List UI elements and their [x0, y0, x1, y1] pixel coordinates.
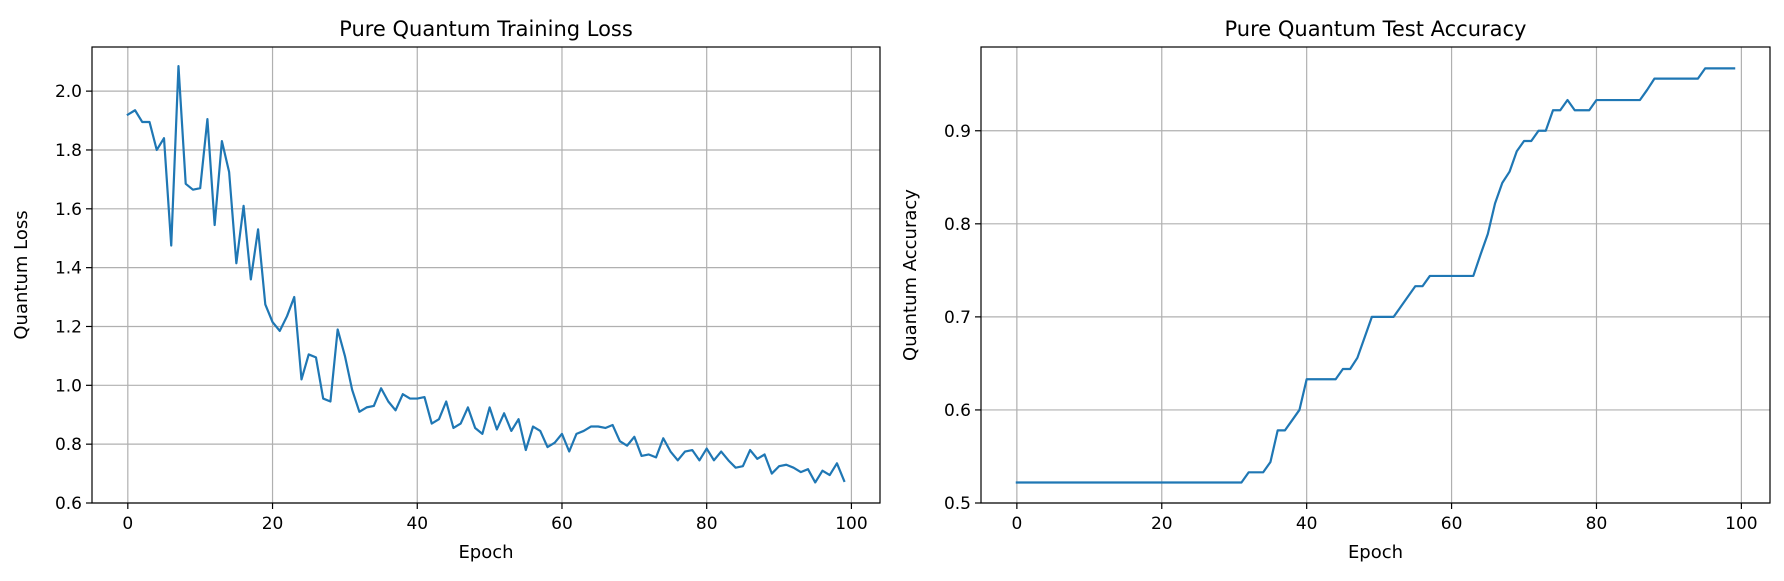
accuracy-y-axis-label: Quantum Accuracy: [900, 189, 921, 361]
loss-x-tick-label: 60: [551, 514, 573, 534]
loss-plot-frame: [91, 46, 881, 504]
accuracy-chart-title: Pure Quantum Test Accuracy: [1225, 17, 1527, 41]
loss-x-tick-label: 100: [835, 514, 867, 534]
loss-grid: [92, 47, 880, 504]
loss-x-tick-label: 0: [122, 514, 133, 534]
accuracy-y-tick-label: 0.6: [944, 401, 971, 421]
loss-ticks: 0 20 40 60 80 100 0.6 0.8 1.0 1.2 1.4 1.6 1.8 2.0: [55, 82, 868, 534]
loss-y-tick-label: 2.0: [55, 82, 82, 102]
loss-y-tick-label: 1.8: [55, 141, 82, 161]
accuracy-y-tick-label: 0.5: [944, 494, 971, 514]
accuracy-x-axis-label: Epoch: [1348, 542, 1403, 563]
accuracy-y-tick-label: 0.7: [944, 308, 971, 328]
loss-y-tick-label: 1.2: [55, 317, 82, 337]
loss-x-axis-label: Epoch: [458, 542, 513, 563]
loss-y-tick-label: 0.8: [55, 435, 82, 455]
loss-y-tick-label: 1.6: [55, 200, 82, 220]
accuracy-y-tick-label: 0.8: [944, 215, 971, 235]
loss-y-tick-label: 0.6: [55, 494, 82, 514]
accuracy-x-tick-label: 80: [1586, 514, 1608, 534]
accuracy-x-tick-label: 40: [1296, 514, 1318, 534]
loss-y-tick-label: 1.4: [55, 259, 82, 279]
accuracy-series-line: [1015, 67, 1736, 484]
accuracy-series: [1015, 67, 1736, 484]
loss-x-tick-label: 40: [406, 514, 428, 534]
loss-series: [126, 65, 846, 484]
accuracy-x-tick-label: 60: [1441, 514, 1463, 534]
loss-chart: 0 20 40 60 80 100 0.6 0.8 1.0 1.2 1.4 1.6 1.8 2.0 Pur…: [11, 17, 881, 563]
loss-chart-title: Pure Quantum Training Loss: [339, 17, 633, 41]
loss-y-axis-label: Quantum Loss: [11, 210, 32, 339]
loss-x-tick-label: 80: [696, 514, 718, 534]
loss-y-tick-label: 1.0: [55, 376, 82, 396]
loss-series-line: [126, 65, 846, 484]
accuracy-plot-frame: [980, 46, 1771, 504]
loss-x-tick-label: 20: [262, 514, 284, 534]
accuracy-x-tick-label: 100: [1725, 514, 1757, 534]
accuracy-x-tick-label: 0: [1011, 514, 1022, 534]
accuracy-y-tick-label: 0.9: [944, 122, 971, 142]
accuracy-ticks: 0 20 40 60 80 100 0.5 0.6 0.7 0.8 0.9: [944, 122, 1758, 534]
accuracy-x-tick-label: 20: [1151, 514, 1173, 534]
accuracy-chart: 0 20 40 60 80 100 0.5 0.6 0.7 0.8 0.9 Pure Quantum…: [900, 17, 1771, 563]
